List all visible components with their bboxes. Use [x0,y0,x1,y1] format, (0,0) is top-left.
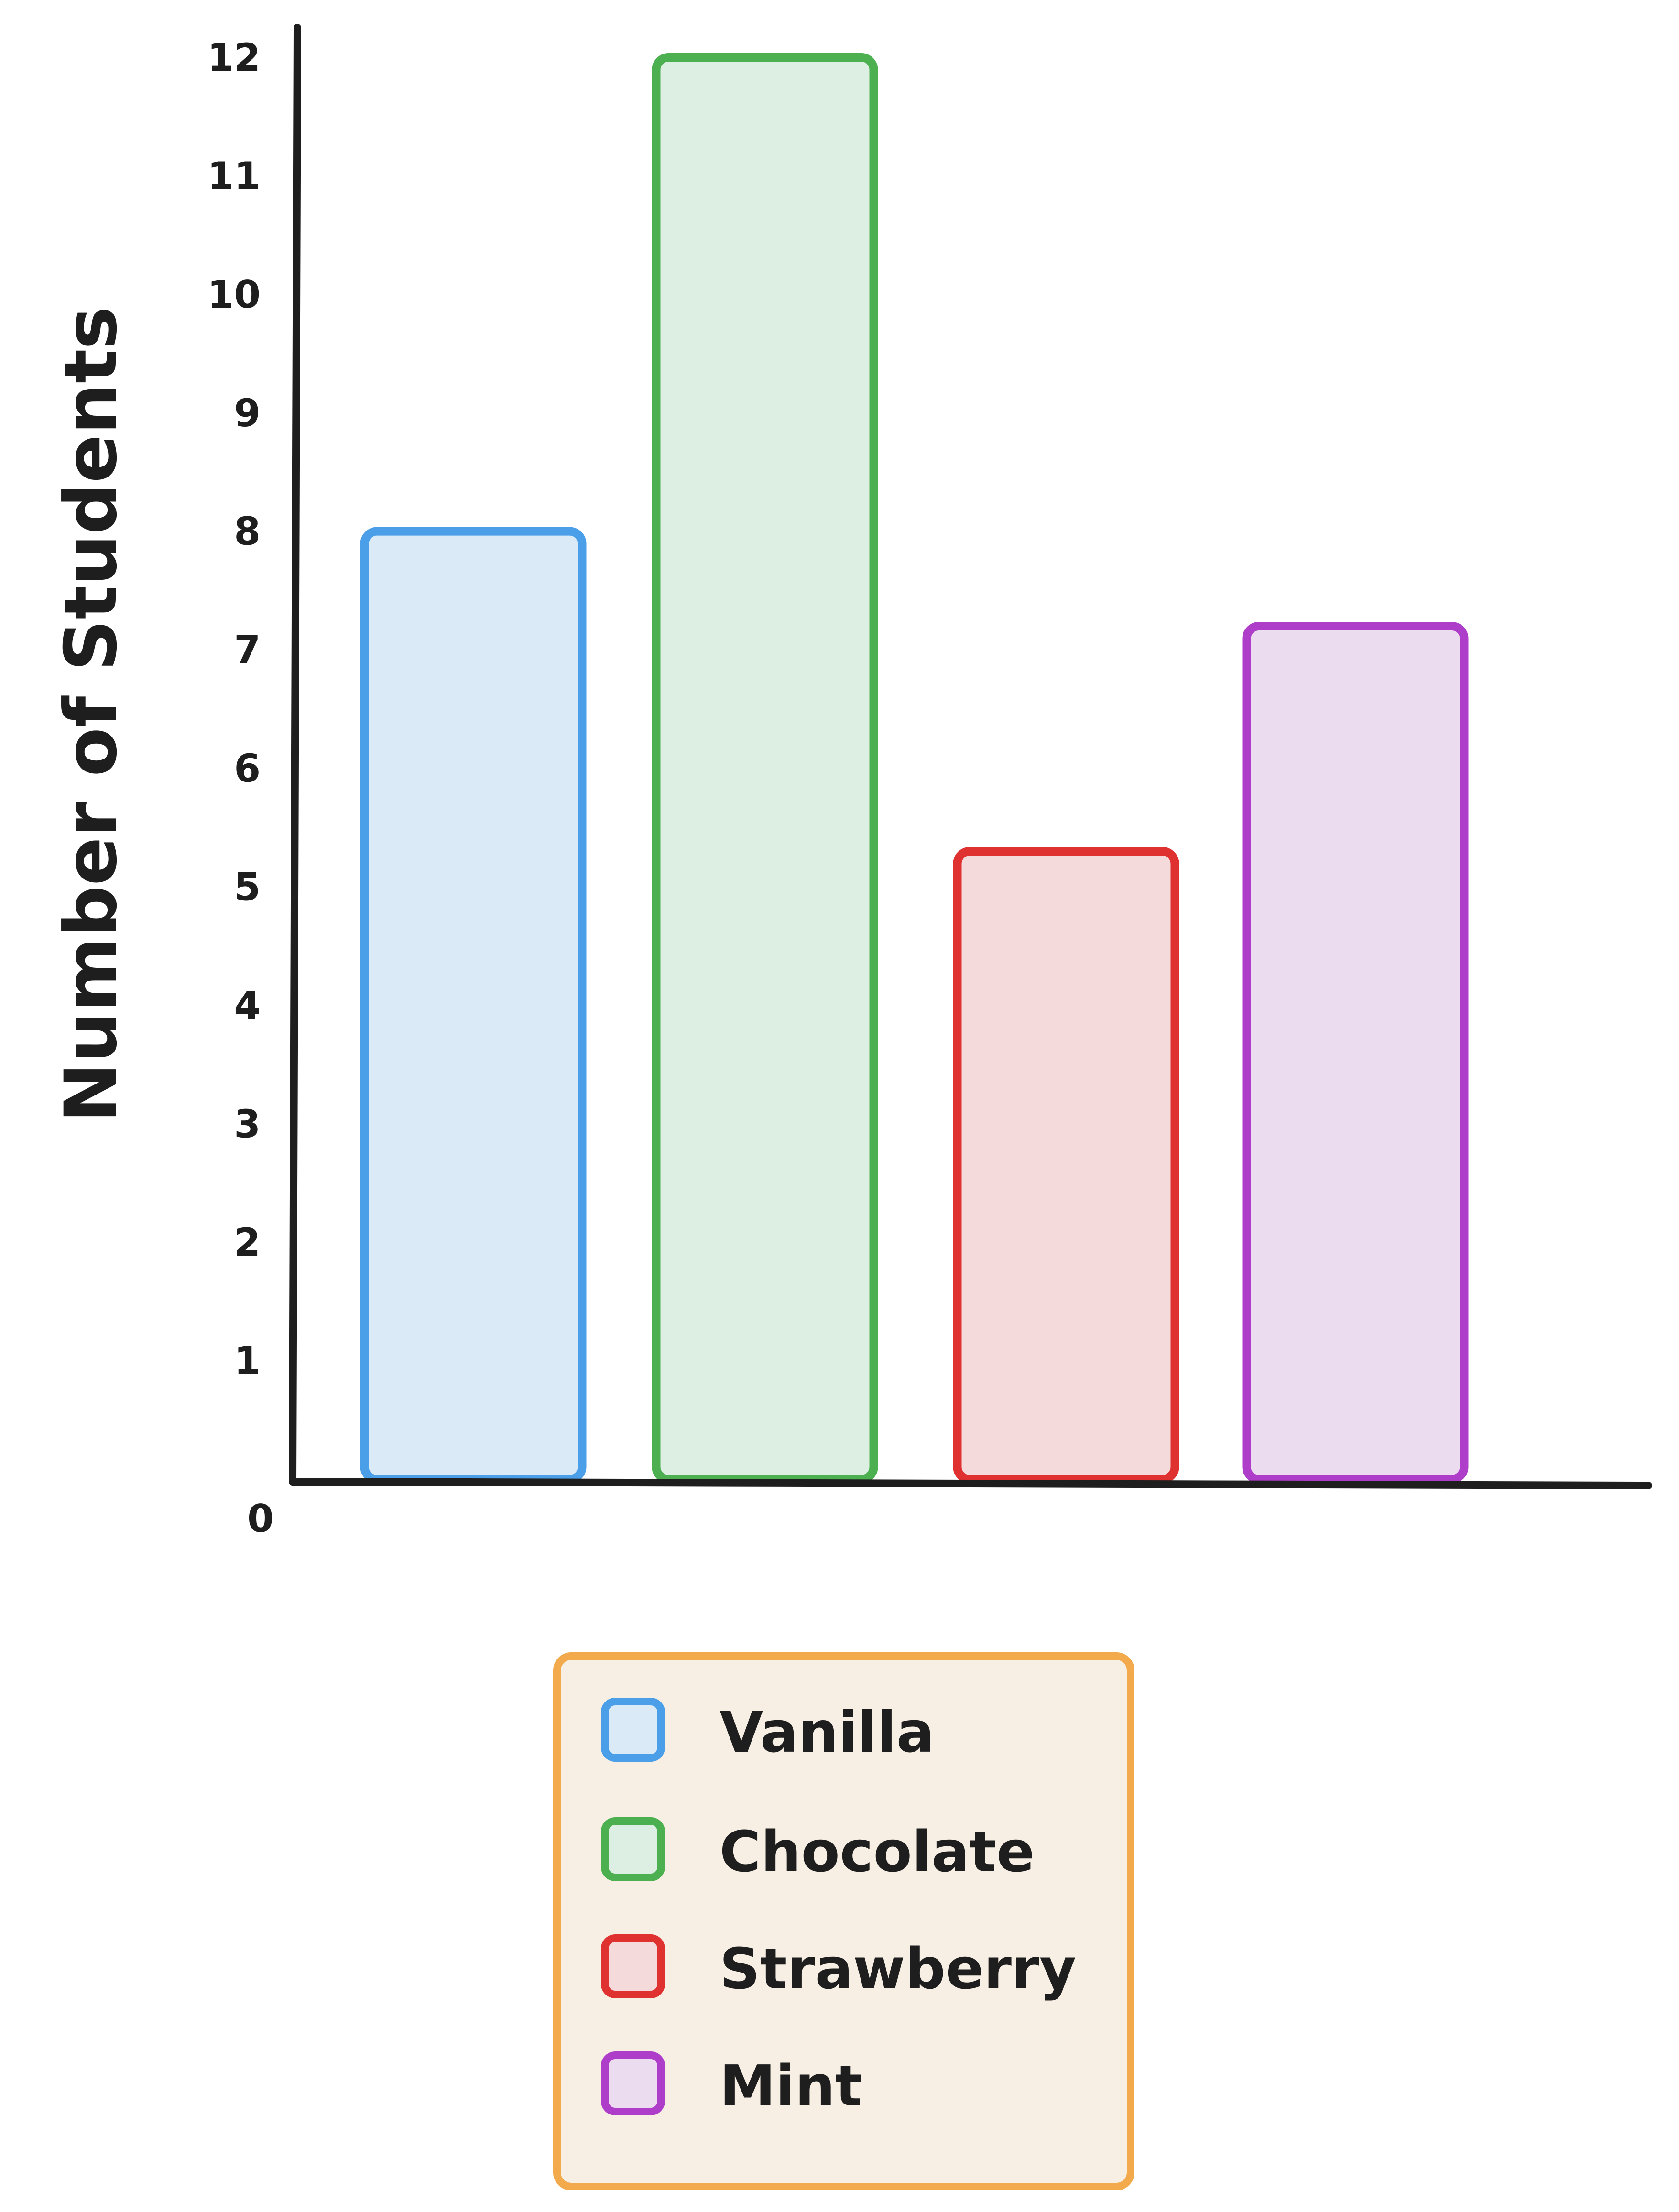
legend-label-chocolate: Chocolate [720,1819,1035,1885]
x-axis [289,1478,1652,1489]
y-tick-label: 8 [234,510,261,554]
y-axis [289,24,301,1486]
legend-swatch-strawberry [601,1934,665,1998]
y-tick-label: 9 [234,391,261,435]
y-tick-label: 3 [234,1102,261,1146]
y-tick-label: 12 [207,35,261,80]
legend-box [553,1652,1134,2190]
legend-swatch-chocolate [601,1817,665,1881]
legend-items: Vanilla Chocolate Strawberry Mint [601,1698,1076,2119]
legend-label-strawberry: Strawberry [720,1936,1076,2002]
bar-strawberry [953,847,1179,1484]
y-tick-label: 11 [207,154,261,198]
legend-swatch-vanilla [601,1698,665,1762]
legend-label-mint: Mint [720,2053,862,2119]
bar-vanilla [360,527,587,1484]
y-tick-label: 2 [234,1220,261,1265]
y-tick-label: 4 [234,983,261,1028]
bar-chocolate [652,53,878,1484]
legend: Vanilla Chocolate Strawberry Mint [553,1652,1134,2190]
y-tick-label: 1 [234,1339,261,1383]
bars-group [360,53,1469,1484]
y-axis-title: Number of Students [50,306,133,1123]
y-tick-label: 7 [234,628,261,672]
y-tick-label: 6 [234,747,261,791]
legend-swatch-mint [601,2051,665,2115]
legend-label-vanilla: Vanilla [720,1699,934,1765]
bar-mint [1242,622,1469,1484]
y-tick-label: 5 [234,865,261,909]
y-tick-label: 0 [247,1496,274,1541]
y-tick-label: 10 [207,272,261,317]
